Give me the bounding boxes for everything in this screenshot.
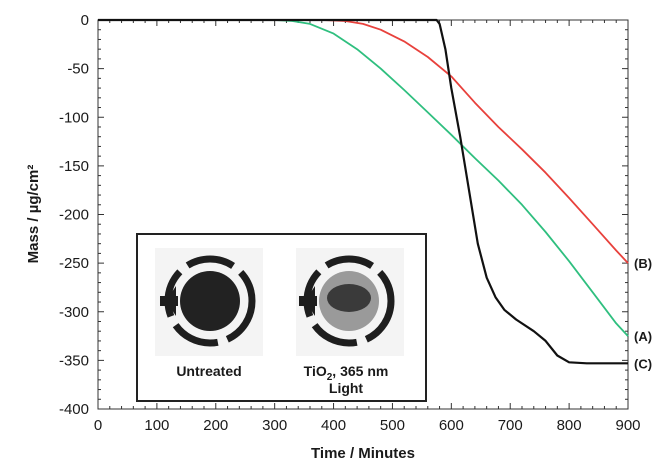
x-tick-label: 700 bbox=[498, 417, 523, 434]
y-axis-title: Mass / µg/cm² bbox=[25, 165, 42, 264]
inset-panel: Untreated TiO2, 365 nm Light bbox=[136, 233, 427, 402]
y-tick-label: -250 bbox=[59, 255, 89, 272]
series-end-label-a: (A) bbox=[634, 329, 652, 344]
y-tick-label: -100 bbox=[59, 109, 89, 126]
x-tick-label: 200 bbox=[203, 417, 228, 434]
y-tick-label: 0 bbox=[81, 12, 89, 29]
x-tick-label: 600 bbox=[439, 417, 464, 434]
inset-caption-treated: TiO2, 365 nm bbox=[304, 363, 389, 383]
tick-labels-group: 0 100 200 300 400 500 600 700 800 900 0 -50 -100 -150… bbox=[59, 12, 641, 434]
series-end-label-c: (C) bbox=[634, 356, 652, 371]
series-line-b bbox=[98, 19, 629, 264]
series-line-c bbox=[98, 18, 628, 365]
treated-sample-image bbox=[296, 248, 404, 356]
x-tick-label: 400 bbox=[321, 417, 346, 434]
series-line-a bbox=[98, 19, 629, 337]
y-tick-label: -150 bbox=[59, 158, 89, 175]
y-tick-label: -200 bbox=[59, 207, 89, 224]
untreated-sample-image bbox=[155, 248, 263, 356]
x-tick-label: 500 bbox=[380, 417, 405, 434]
x-axis-title: Time / Minutes bbox=[311, 445, 415, 462]
x-tick-label: 0 bbox=[94, 417, 102, 434]
inset-caption-untreated: Untreated bbox=[176, 363, 241, 379]
series-end-label-b: (B) bbox=[634, 256, 652, 271]
x-tick-label: 900 bbox=[615, 417, 640, 434]
x-tick-label: 100 bbox=[144, 417, 169, 434]
series-lines-group bbox=[98, 18, 629, 365]
x-tick-label: 800 bbox=[557, 417, 582, 434]
series-end-labels-group: (B) (A) (C) bbox=[634, 256, 652, 371]
inset-caption-light: Light bbox=[329, 380, 364, 396]
x-tick-label: 300 bbox=[262, 417, 287, 434]
y-tick-label: -50 bbox=[67, 61, 89, 78]
y-tick-label: -300 bbox=[59, 304, 89, 321]
y-tick-label: -350 bbox=[59, 352, 89, 369]
y-tick-label: -400 bbox=[59, 401, 89, 418]
